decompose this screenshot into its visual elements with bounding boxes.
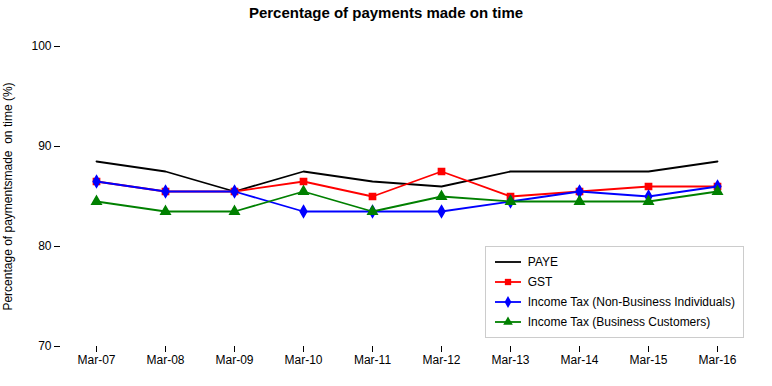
svg-text:Mar-09: Mar-09 — [215, 353, 253, 367]
svg-text:Mar-07: Mar-07 — [77, 353, 115, 367]
html-text:Percentage of payments made on: Percentage of payments made on time — [248, 4, 524, 21]
svg-text:Mar-10: Mar-10 — [284, 353, 322, 367]
html-text:Income Tax (Business Customers: Income Tax (Business Customers) — [527, 315, 711, 329]
svg-text:Mar-16: Mar-16 — [698, 353, 736, 367]
svg-text:Mar-11: Mar-11 — [354, 353, 391, 367]
svg-text:70: 70 — [38, 339, 52, 353]
html-text:Income Tax (Non-Business Indiv: Income Tax (Non-Business Individuals) — [527, 295, 735, 309]
svg-text:Mar-12: Mar-12 — [422, 353, 460, 367]
svg-text:100: 100 — [31, 39, 51, 53]
svg-text:Mar-14: Mar-14 — [560, 353, 598, 367]
svg-text:80: 80 — [38, 239, 52, 253]
html-text:PAYE: PAYE — [527, 255, 558, 269]
svg-text:Mar-15: Mar-15 — [629, 353, 667, 367]
svg-text:Percentage of paymentsmade on: Percentage of paymentsmade on time (%) — [1, 82, 15, 310]
svg-text:Mar-13: Mar-13 — [491, 353, 529, 367]
svg-text:90: 90 — [38, 139, 52, 153]
svg-text:Mar-08: Mar-08 — [146, 353, 184, 367]
html-text:GST: GST — [527, 275, 553, 289]
